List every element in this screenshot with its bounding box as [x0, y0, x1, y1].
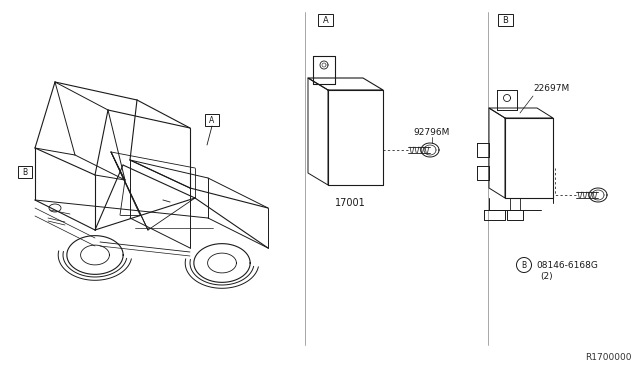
- Text: A: A: [323, 16, 328, 25]
- Text: 92796M: 92796M: [414, 128, 450, 137]
- FancyBboxPatch shape: [18, 166, 32, 178]
- Text: (2): (2): [540, 273, 552, 282]
- FancyBboxPatch shape: [318, 14, 333, 26]
- Text: B: B: [502, 16, 508, 25]
- Text: 17001: 17001: [335, 198, 365, 208]
- Text: B: B: [22, 167, 28, 176]
- Text: B: B: [522, 260, 527, 269]
- Text: R1700000: R1700000: [585, 353, 631, 362]
- Text: 22697M: 22697M: [533, 83, 569, 93]
- FancyBboxPatch shape: [498, 14, 513, 26]
- Text: 08146-6168G: 08146-6168G: [536, 260, 598, 269]
- Text: A: A: [209, 115, 214, 125]
- FancyBboxPatch shape: [205, 114, 219, 126]
